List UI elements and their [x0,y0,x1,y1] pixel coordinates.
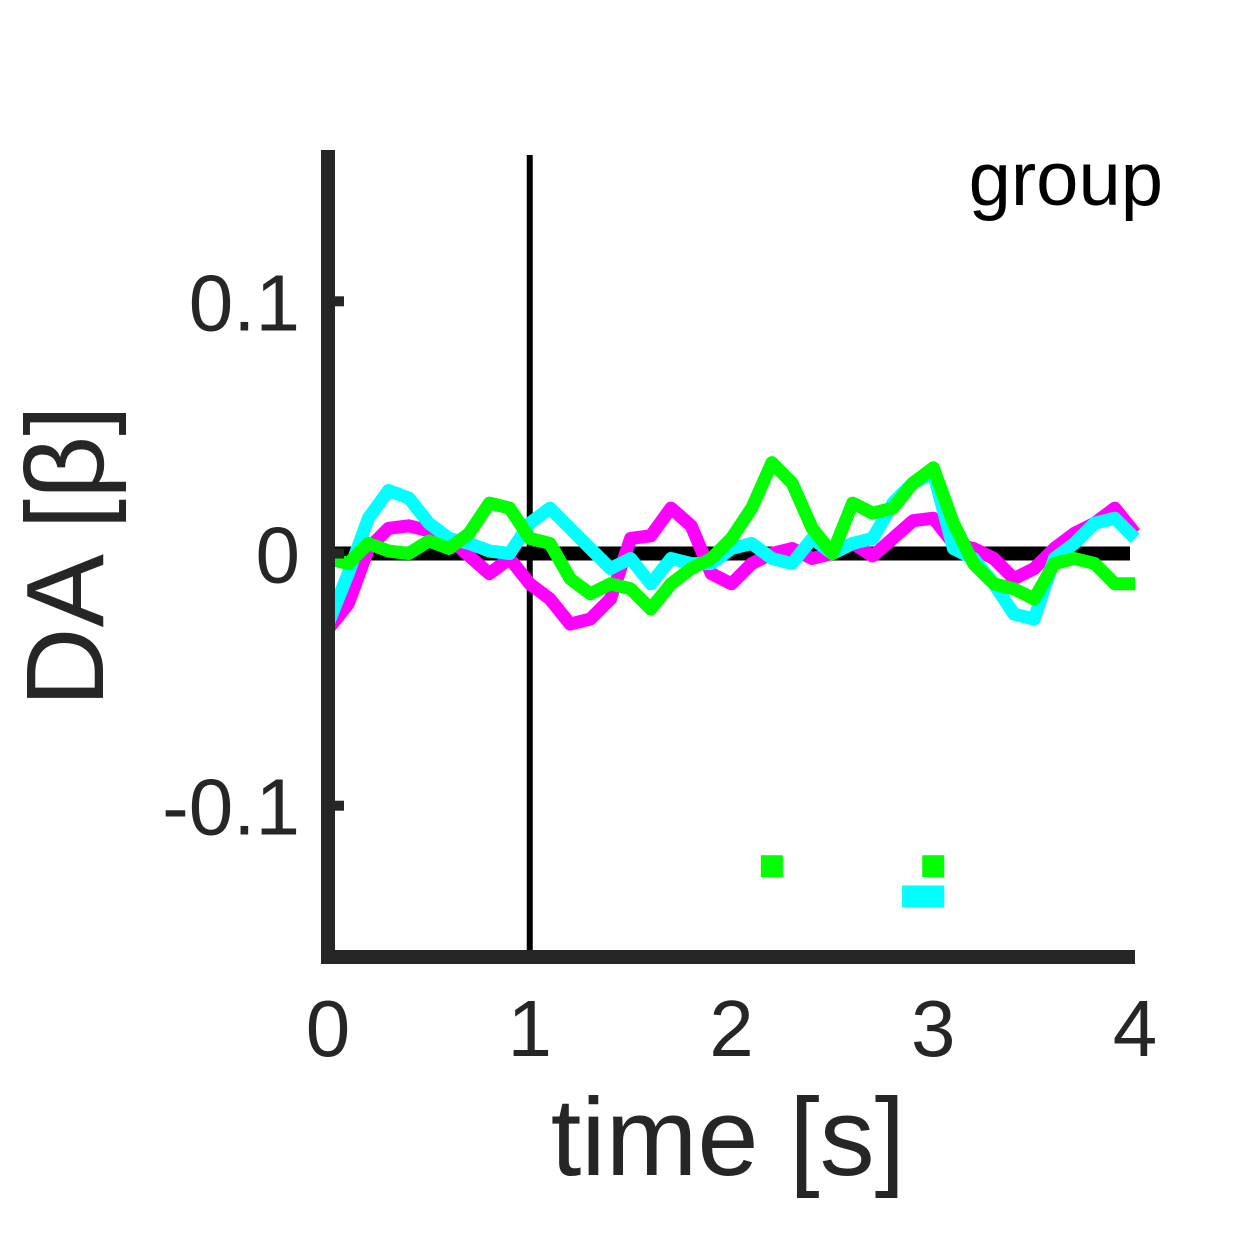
axes [321,150,1135,964]
x-tick-label: 2 [709,984,754,1073]
series-line-3 [326,456,1135,616]
significance-marker [922,855,945,878]
x-tick-label: 3 [911,984,956,1073]
series-line-1 [322,501,1141,634]
x-axis-title: time [s] [551,1076,906,1199]
x-tick-label: 4 [1113,984,1158,1073]
significance-marker [902,885,925,908]
group-annotation: group [969,137,1163,222]
y-tick-label: 0 [256,511,301,600]
y-axis-title: DA [β] [4,405,127,707]
plot-area [321,155,1141,957]
y-tick-label: 0.1 [189,258,300,347]
y-tick-label: -0.1 [162,763,300,852]
significance-marker [922,885,945,908]
significance-marker [760,855,783,878]
x-tick-label: 0 [306,984,351,1073]
significance-markers [760,855,945,908]
tick-labels: -0.1 0 0.1 0 1 2 3 4 [162,258,1157,1073]
x-tick-label: 1 [508,984,553,1073]
